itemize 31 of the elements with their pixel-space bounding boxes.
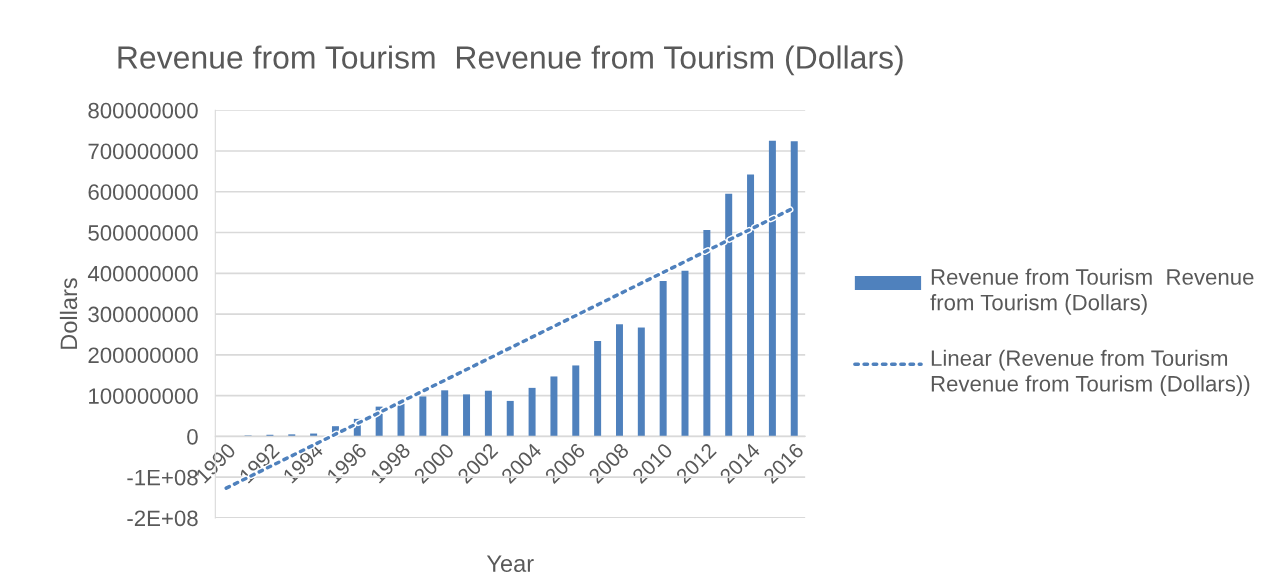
y-tick-label: 800000000: [88, 102, 198, 119]
bar: [703, 230, 711, 437]
bar: [506, 400, 514, 437]
bar: [463, 394, 471, 437]
bar: [484, 390, 492, 437]
bar: [572, 365, 580, 437]
bar: [615, 324, 623, 437]
y-tick-label: 200000000: [88, 347, 198, 364]
y-tick-label: 300000000: [88, 306, 198, 323]
y-tick-label: 100000000: [89, 388, 198, 404]
y-tick-label: 400000000: [87, 265, 198, 282]
x-axis-title: Year: [486, 555, 534, 572]
y-tick-label: -2E+08: [127, 510, 198, 527]
chart-title: Revenue from Tourism Revenue from Tourism (Dollars): [118, 45, 903, 76]
y-tick-label: 0: [187, 428, 198, 445]
bar: [528, 387, 536, 437]
bar: [419, 396, 427, 437]
bar: [550, 376, 558, 437]
y-tick-label: 700000000: [88, 143, 198, 160]
bar: [288, 434, 296, 437]
bar: [594, 340, 602, 437]
y-tick-label: -1E+08: [127, 469, 198, 486]
y-tick-label: 500000000: [88, 225, 198, 241]
legend-label: Revenue from Tourism Revenue from Tourism (Dollars): [930, 268, 1254, 315]
y-tick-label: 600000000: [88, 184, 198, 201]
bar: [659, 281, 667, 437]
legend-label: Linear (Revenue from Tourism Revenue from Tourism (Dollars)): [931, 349, 1250, 396]
bar: [637, 327, 645, 437]
bar: [681, 270, 689, 437]
bar: [441, 390, 449, 437]
y-axis-title: Dollars: [59, 278, 78, 349]
